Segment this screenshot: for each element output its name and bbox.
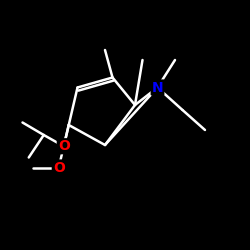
- Text: O: O: [53, 160, 65, 174]
- Text: N: N: [152, 80, 163, 94]
- Text: O: O: [58, 139, 70, 153]
